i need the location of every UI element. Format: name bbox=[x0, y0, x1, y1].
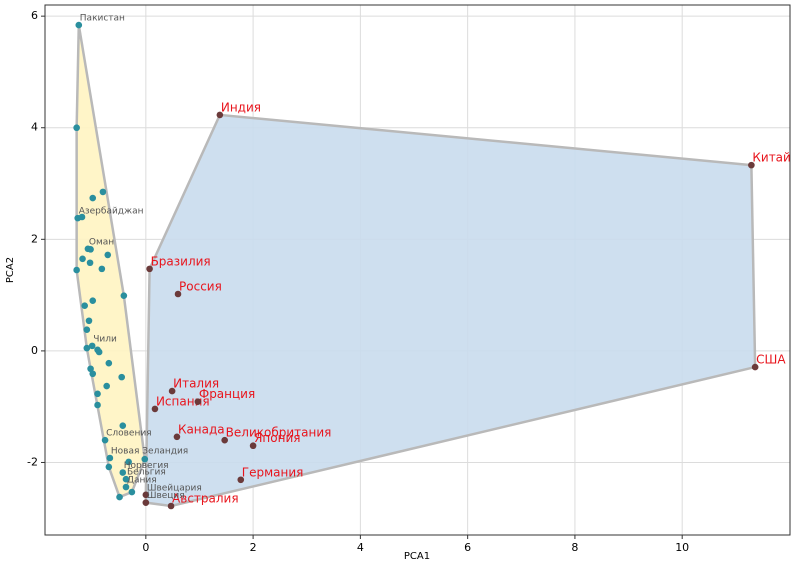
data-point bbox=[216, 111, 224, 119]
data-point bbox=[75, 21, 83, 29]
data-point bbox=[141, 455, 149, 463]
x-tick-label: 2 bbox=[250, 541, 257, 554]
data-point bbox=[122, 475, 130, 483]
data-point bbox=[105, 359, 113, 367]
data-point bbox=[78, 213, 86, 221]
data-point bbox=[194, 398, 202, 405]
data-point bbox=[83, 344, 91, 352]
point-label: Словения bbox=[106, 429, 152, 439]
data-point bbox=[249, 442, 257, 450]
data-point bbox=[106, 454, 114, 462]
point-label: Канада bbox=[178, 422, 225, 436]
data-point bbox=[85, 317, 93, 325]
x-tick-label: 6 bbox=[464, 541, 471, 554]
data-point bbox=[73, 124, 80, 132]
data-point bbox=[128, 488, 136, 496]
point-label: Германия bbox=[242, 465, 304, 479]
data-point bbox=[94, 390, 101, 398]
data-point bbox=[118, 373, 125, 381]
data-point bbox=[87, 246, 94, 253]
data-point bbox=[94, 401, 101, 409]
data-point bbox=[125, 458, 132, 466]
y-tick-label: 4 bbox=[31, 121, 38, 134]
data-point bbox=[119, 422, 127, 429]
cluster-hull bbox=[144, 113, 757, 508]
point-label: Великобритания bbox=[226, 426, 332, 440]
point-label: Швеция bbox=[147, 491, 185, 501]
point-label: Бразилия bbox=[151, 254, 211, 268]
point-label: Индия bbox=[221, 100, 261, 114]
data-point bbox=[89, 370, 97, 378]
data-point bbox=[119, 469, 127, 476]
data-point bbox=[88, 342, 96, 350]
y-tick-label: 0 bbox=[31, 344, 38, 357]
data-point bbox=[86, 259, 94, 267]
data-point bbox=[83, 326, 91, 333]
data-point bbox=[98, 265, 106, 273]
point-label: Оман bbox=[89, 237, 114, 247]
data-point bbox=[174, 290, 182, 298]
data-point bbox=[104, 251, 112, 259]
point-label: Швейцария bbox=[147, 483, 202, 493]
x-tick-label: 8 bbox=[571, 541, 578, 554]
point-label: Китай bbox=[752, 151, 790, 165]
data-point bbox=[173, 433, 181, 441]
data-point bbox=[87, 365, 94, 373]
point-label: Япония bbox=[254, 431, 300, 445]
point-label: Россия bbox=[179, 279, 222, 293]
y-axis-label: PCA2 bbox=[5, 257, 16, 283]
data-point bbox=[751, 363, 759, 371]
x-tick-label: 0 bbox=[142, 541, 149, 554]
data-point bbox=[168, 387, 176, 395]
x-tick-label: 10 bbox=[675, 541, 689, 554]
data-point bbox=[167, 502, 175, 510]
data-point bbox=[81, 302, 88, 310]
data-point bbox=[151, 405, 159, 413]
point-label: Азербайджан bbox=[79, 207, 144, 217]
point-label: Бельгия bbox=[127, 468, 166, 478]
y-tick-label: 6 bbox=[31, 9, 38, 22]
point-label: Новая Зеландия bbox=[111, 447, 188, 457]
point-label: Испания bbox=[156, 394, 210, 408]
point-label: Пакистан bbox=[80, 14, 125, 24]
data-point bbox=[89, 297, 97, 304]
data-point bbox=[95, 348, 103, 356]
data-point bbox=[105, 463, 113, 471]
y-tick-label: -2 bbox=[27, 455, 38, 468]
data-point bbox=[79, 255, 86, 263]
data-point bbox=[221, 436, 228, 444]
data-point bbox=[237, 476, 245, 484]
point-label: Италия bbox=[173, 377, 219, 391]
data-point bbox=[142, 491, 150, 499]
data-point bbox=[103, 382, 110, 390]
data-point bbox=[142, 499, 150, 506]
data-point bbox=[101, 436, 109, 444]
x-tick-label: 4 bbox=[357, 541, 364, 554]
plot-frame bbox=[44, 4, 791, 536]
data-point bbox=[99, 188, 107, 196]
point-label: Чили bbox=[93, 334, 117, 344]
data-point bbox=[122, 483, 130, 491]
data-point bbox=[116, 493, 123, 501]
point-label: Австралия bbox=[172, 491, 239, 505]
point-label: Дания bbox=[127, 476, 157, 486]
x-axis-label: PCA1 bbox=[404, 551, 430, 562]
data-point bbox=[120, 292, 128, 299]
point-label: США bbox=[756, 353, 786, 367]
cluster-hull bbox=[75, 24, 147, 499]
y-tick-label: 2 bbox=[31, 232, 38, 245]
data-point bbox=[73, 266, 80, 274]
data-point bbox=[146, 265, 153, 273]
data-point bbox=[748, 161, 755, 169]
point-label: Франция bbox=[199, 387, 255, 401]
data-point bbox=[89, 194, 97, 202]
point-label: Норвегия bbox=[124, 461, 169, 471]
